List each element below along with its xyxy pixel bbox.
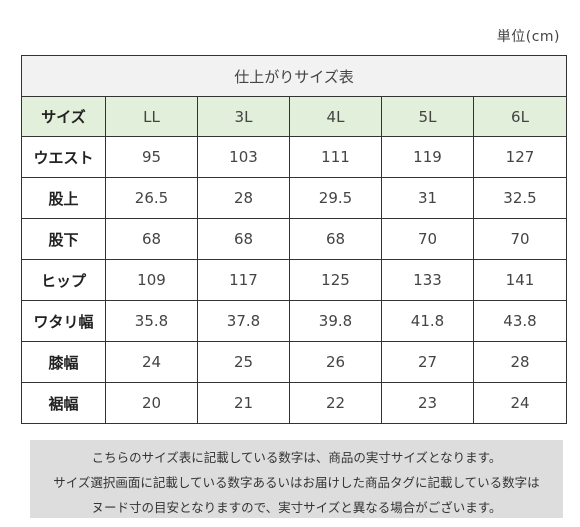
size-header-4l: 4L — [289, 96, 382, 137]
size-note: こちらのサイズ表に記載している数字は、商品の実寸サイズとなります。 サイズ選択画… — [30, 440, 563, 518]
note-line: サイズ選択画面に記載している数字あるいはお届けした商品タグに記載している数字は — [53, 475, 540, 490]
table-cell: 25 — [197, 341, 290, 383]
table-cell: 127 — [473, 136, 567, 178]
row-label-hem: 裾幅 — [21, 382, 106, 424]
table-row-inseam: 股下 68 68 68 70 70 — [21, 218, 567, 260]
table-cell: 32.5 — [473, 177, 567, 219]
row-label-waist: ウエスト — [21, 136, 106, 178]
unit-label: 単位(cm) — [496, 29, 560, 45]
table-cell: 35.8 — [105, 300, 198, 342]
table-cell: 23 — [381, 382, 474, 424]
table-cell: 111 — [289, 136, 382, 178]
table-cell: 125 — [289, 259, 382, 301]
table-cell: 70 — [473, 218, 567, 260]
table-cell: 109 — [105, 259, 198, 301]
table-row-thigh: ワタリ幅 35.8 37.8 39.8 41.8 43.8 — [21, 300, 567, 342]
table-title-row: 仕上がりサイズ表 — [21, 55, 567, 97]
table-cell: 24 — [473, 382, 567, 424]
table-cell: 68 — [197, 218, 290, 260]
size-header-label: サイズ — [21, 96, 106, 137]
table-cell: 27 — [381, 341, 474, 383]
size-header-5l: 5L — [381, 96, 474, 137]
table-cell: 20 — [105, 382, 198, 424]
row-label-knee: 膝幅 — [21, 341, 106, 383]
note-line: ヌード寸の目安となりますので、実寸サイズと異なる場合がございます。 — [91, 500, 502, 515]
table-cell: 70 — [381, 218, 474, 260]
table-cell: 103 — [197, 136, 290, 178]
table-title: 仕上がりサイズ表 — [21, 55, 567, 97]
table-row-hip: ヒップ 109 117 125 133 141 — [21, 259, 567, 301]
row-label-inseam: 股下 — [21, 218, 106, 260]
table-row-rise: 股上 26.5 28 29.5 31 32.5 — [21, 177, 567, 219]
size-header-6l: 6L — [473, 96, 567, 137]
row-label-thigh: ワタリ幅 — [21, 300, 106, 342]
table-cell: 26.5 — [105, 177, 198, 219]
table-cell: 133 — [381, 259, 474, 301]
table-cell: 117 — [197, 259, 290, 301]
table-cell: 41.8 — [381, 300, 474, 342]
table-cell: 26 — [289, 341, 382, 383]
size-header-ll: LL — [105, 96, 198, 137]
table-cell: 31 — [381, 177, 474, 219]
table-row-knee: 膝幅 24 25 26 27 28 — [21, 341, 567, 383]
row-label-hip: ヒップ — [21, 259, 106, 301]
table-cell: 141 — [473, 259, 567, 301]
table-cell: 28 — [197, 177, 290, 219]
table-cell: 37.8 — [197, 300, 290, 342]
size-header-3l: 3L — [197, 96, 290, 137]
table-cell: 68 — [289, 218, 382, 260]
size-table: 仕上がりサイズ表 サイズ LL 3L 4L 5L 6L ウエスト 95 103 … — [21, 55, 567, 424]
table-cell: 21 — [197, 382, 290, 424]
table-cell: 43.8 — [473, 300, 567, 342]
row-label-rise: 股上 — [21, 177, 106, 219]
table-cell: 68 — [105, 218, 198, 260]
table-cell: 24 — [105, 341, 198, 383]
table-cell: 39.8 — [289, 300, 382, 342]
table-cell: 22 — [289, 382, 382, 424]
note-line: こちらのサイズ表に記載している数字は、商品の実寸サイズとなります。 — [91, 450, 502, 465]
table-cell: 28 — [473, 341, 567, 383]
table-cell: 119 — [381, 136, 474, 178]
table-row-hem: 裾幅 20 21 22 23 24 — [21, 382, 567, 424]
table-cell: 29.5 — [289, 177, 382, 219]
table-row-waist: ウエスト 95 103 111 119 127 — [21, 136, 567, 178]
size-header-row: サイズ LL 3L 4L 5L 6L — [21, 96, 567, 137]
table-cell: 95 — [105, 136, 198, 178]
